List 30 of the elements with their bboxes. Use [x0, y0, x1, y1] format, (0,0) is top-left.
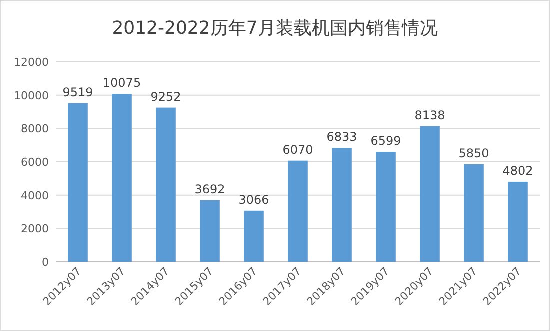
bar	[156, 108, 176, 262]
data-label: 9252	[150, 90, 182, 104]
data-label: 10075	[102, 76, 142, 90]
y-tick-label: 4000	[21, 189, 49, 202]
data-label: 6070	[282, 142, 314, 157]
data-label: 6833	[326, 130, 358, 144]
y-tick-label: 8000	[21, 122, 49, 136]
bar	[508, 182, 528, 262]
data-label: 3066	[238, 192, 270, 207]
data-label: 9519	[62, 85, 94, 100]
bar	[332, 148, 352, 262]
bar	[420, 126, 440, 262]
bar	[244, 210, 264, 262]
data-label: 8138	[414, 108, 446, 122]
data-label: 5850	[458, 146, 490, 160]
data-label: 6599	[370, 134, 402, 148]
y-tick-label: 12000	[14, 56, 49, 69]
y-tick-label: 10000	[14, 89, 49, 102]
y-tick-label: 2000	[21, 222, 49, 236]
y-tick-label: 0	[42, 256, 49, 269]
chart-title: 2012-2022历年7月装载机国内销售情况	[112, 18, 438, 39]
bar	[288, 160, 308, 262]
bar	[112, 94, 132, 262]
bar	[464, 164, 484, 262]
bar	[68, 103, 88, 262]
bar	[376, 152, 396, 262]
data-label: 4802	[502, 164, 534, 178]
data-label: 3692	[194, 182, 226, 196]
y-tick-label: 6000	[21, 156, 49, 169]
bar	[200, 200, 220, 262]
